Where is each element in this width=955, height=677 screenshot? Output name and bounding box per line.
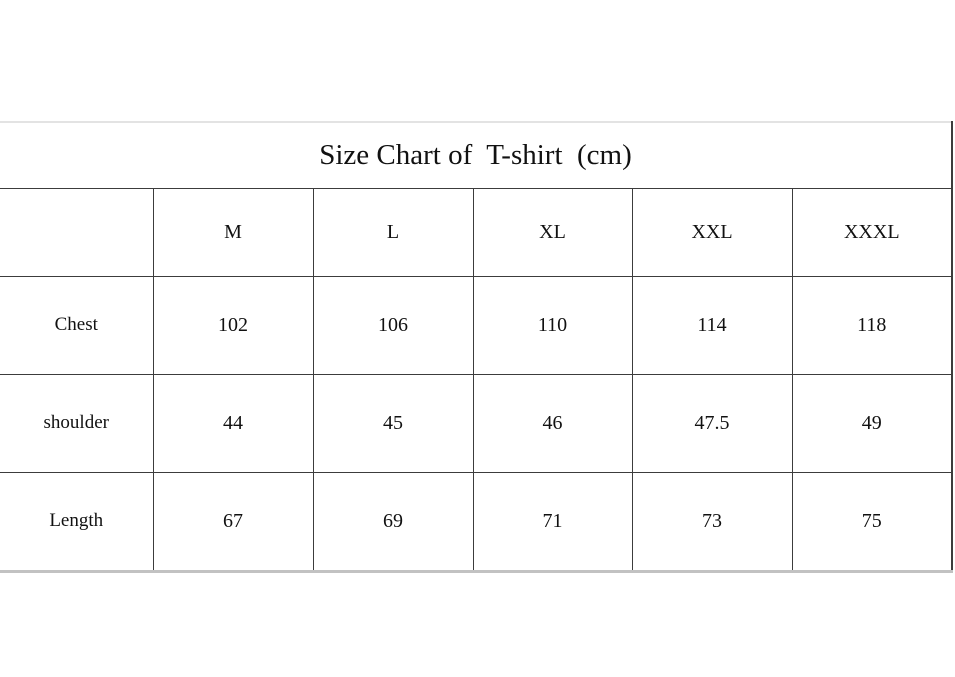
row-label-chest: Chest xyxy=(0,275,154,375)
column-header-l: L xyxy=(312,187,474,277)
value-cell: 67 xyxy=(152,471,314,573)
chart-title: Size Chart of T-shirt (cm) xyxy=(0,121,954,189)
column-header-xxl: XXL xyxy=(631,187,793,277)
value-cell: 110 xyxy=(472,275,633,375)
column-header-m: M xyxy=(152,187,314,277)
column-header-xxxl: XXXL xyxy=(791,187,954,277)
value-cell: 44 xyxy=(152,373,314,473)
size-chart-table: Size Chart of T-shirt (cm) M L XL XXL XX… xyxy=(0,121,954,573)
title-row: Size Chart of T-shirt (cm) xyxy=(0,121,954,189)
table-row-chest: Chest 102 106 110 114 118 xyxy=(0,275,954,375)
header-row: M L XL XXL XXXL xyxy=(0,187,954,277)
value-cell: 118 xyxy=(791,275,954,375)
row-label-shoulder: shoulder xyxy=(0,373,154,473)
value-cell: 46 xyxy=(472,373,633,473)
value-cell: 106 xyxy=(312,275,474,375)
value-cell: 71 xyxy=(472,471,633,573)
table-row-shoulder: shoulder 44 45 46 47.5 49 xyxy=(0,373,954,473)
value-cell: 102 xyxy=(152,275,314,375)
value-cell: 69 xyxy=(312,471,474,573)
row-label-length: Length xyxy=(0,471,154,573)
value-cell: 114 xyxy=(631,275,793,375)
column-header-xl: XL xyxy=(472,187,633,277)
value-cell: 47.5 xyxy=(631,373,793,473)
table-row-length: Length 67 69 71 73 75 xyxy=(0,471,954,573)
corner-cell xyxy=(0,187,154,277)
value-cell: 49 xyxy=(791,373,954,473)
value-cell: 75 xyxy=(791,471,954,573)
value-cell: 45 xyxy=(312,373,474,473)
size-chart: Size Chart of T-shirt (cm) M L XL XXL XX… xyxy=(0,121,954,573)
value-cell: 73 xyxy=(631,471,793,573)
